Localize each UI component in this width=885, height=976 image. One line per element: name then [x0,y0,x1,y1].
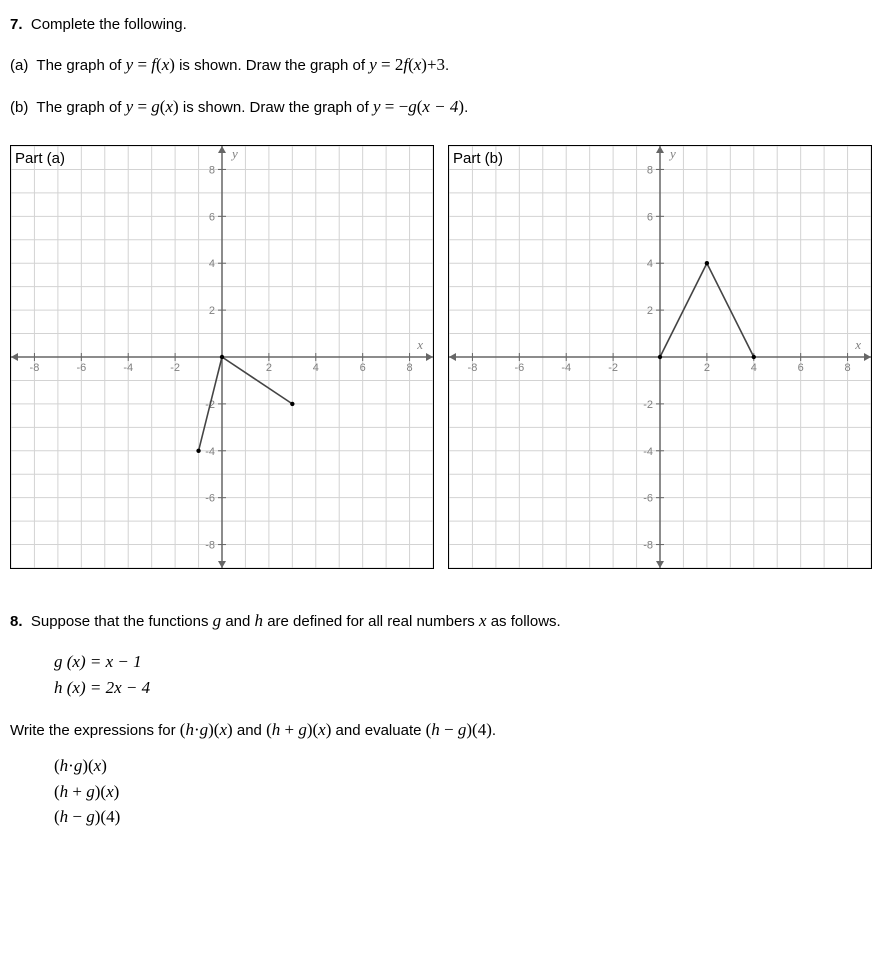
q8-pre: Suppose that the functions [31,613,213,630]
q7a-period: . [445,57,449,74]
graph-a-label: Part (a) [15,148,65,169]
q8-def-g: g (x) = x − 1 [54,650,875,674]
q8-defs: g (x) = x − 1 h (x) = 2x − 4 [54,650,875,700]
svg-text:8: 8 [844,362,850,374]
q7b-eq1-g: g [151,97,160,116]
svg-text:-6: -6 [205,492,215,504]
svg-text:8: 8 [647,164,653,176]
svg-text:x: x [416,337,423,352]
q7a-eq2-eq: = [377,55,395,74]
svg-text:4: 4 [647,258,653,270]
q7-prompt-line: 7. Complete the following. [10,14,875,35]
svg-text:y: y [230,146,238,161]
q8-task-pre: Write the expressions for [10,722,180,739]
q7b-eq2-neg: − [399,97,409,116]
svg-text:-4: -4 [561,362,571,374]
q7-part-b: (b) The graph of y = g(x) is shown. Draw… [10,95,875,119]
svg-text:2: 2 [647,305,653,317]
svg-text:8: 8 [209,164,215,176]
q8-and2: and [233,722,266,739]
q8-prompt-line: 8. Suppose that the functions g and h ar… [10,609,875,633]
q7a-eq1-eq: = [133,55,151,74]
svg-text:2: 2 [704,362,710,374]
svg-text:-8: -8 [643,539,653,551]
q7a-eq2-lhs: y [369,55,377,74]
svg-text:-8: -8 [30,362,40,374]
svg-text:-6: -6 [643,492,653,504]
svg-text:6: 6 [209,211,215,223]
q7b-eq2-eq: = [381,97,399,116]
q8-post: as follows. [487,613,561,630]
q7-part-a: (a) The graph of y = f(x) is shown. Draw… [10,53,875,77]
svg-text:-2: -2 [170,362,180,374]
q7b-label: (b) [10,99,28,116]
q7-prompt-text: Complete the following. [31,16,187,33]
q8-task-post: . [492,722,496,739]
svg-text:-4: -4 [123,362,133,374]
q8-x: x [479,611,487,630]
q7b-mid: is shown. Draw the graph of [183,99,373,116]
q7b-eq1-eq: = [133,97,151,116]
question-7: 7. Complete the following. (a) The graph… [10,14,875,569]
graphs-row: Part (a) -8 -6 -4 -2 2 4 6 8 -8 -6 -4 -2 2 4 6 8 y x Part… [10,145,875,569]
q8-hplusg: (h + g)(x) [266,720,331,739]
q8-hminusg4: (h − g)(4) [426,720,492,739]
q7a-eq2-tail: +3 [427,55,445,74]
graph-b-container: Part (b) -8 -6 -4 -2 2 4 6 8 -8 -6 -4 -2 2 4 6 8 y x [448,145,872,569]
q7b-eq2-lhs: y [373,97,381,116]
q8-task: Write the expressions for (h·g)(x) and (… [10,718,875,742]
q8-h: h [255,611,264,630]
svg-text:6: 6 [360,362,366,374]
q8-and3: and evaluate [331,722,425,739]
svg-text:-2: -2 [643,398,653,410]
q7a-eq1-close: ) [169,55,175,74]
q8-hg: (h·g)(x) [180,720,233,739]
svg-text:8: 8 [406,362,412,374]
svg-text:6: 6 [647,211,653,223]
question-8: 8. Suppose that the functions g and h ar… [10,609,875,830]
svg-text:-6: -6 [76,362,86,374]
q7b-eq1-var: x [165,97,173,116]
graph-b-label: Part (b) [453,148,503,169]
q8-def-h: h (x) = 2x − 4 [54,676,875,700]
q8-eval1: (h·g)(x) [54,754,875,778]
svg-text:2: 2 [209,305,215,317]
q8-eval3: (h − g)(4) [54,805,875,829]
svg-text:-4: -4 [643,445,653,457]
q7a-mid: is shown. Draw the graph of [179,57,369,74]
q7b-eq2-g: g [408,97,417,116]
svg-text:2: 2 [266,362,272,374]
svg-text:4: 4 [209,258,215,270]
q7a-label: (a) [10,57,28,74]
q7a-pre: The graph of [36,57,125,74]
svg-text:-8: -8 [468,362,478,374]
svg-text:-2: -2 [608,362,618,374]
svg-text:-8: -8 [205,539,215,551]
q7b-period: . [464,99,468,116]
svg-text:x: x [854,337,861,352]
svg-text:6: 6 [798,362,804,374]
svg-text:y: y [668,146,676,161]
q8-mid: are defined for all real numbers [263,613,479,630]
graph-a-container: Part (a) -8-6-4-22468-8-6-4-22468yx [10,145,434,569]
q8-g: g [213,611,222,630]
q8-eval-list: (h·g)(x) (h + g)(x) (h − g)(4) [54,754,875,829]
svg-text:-4: -4 [205,445,215,457]
graph-a-svg: -8-6-4-22468-8-6-4-22468yx [11,146,433,568]
q8-number: 8. [10,613,23,630]
q8-eval2: (h + g)(x) [54,780,875,804]
q7b-eq1-close: ) [173,97,179,116]
q7b-eq2-arg: x − 4 [422,97,458,116]
svg-text:4: 4 [751,362,757,374]
svg-text:4: 4 [313,362,319,374]
q7b-pre: The graph of [36,99,125,116]
graph-b-svg: -8 -6 -4 -2 2 4 6 8 -8 -6 -4 -2 2 4 6 8 y x [449,146,871,568]
q7-number: 7. [10,16,23,33]
q8-and1: and [221,613,254,630]
svg-text:-6: -6 [514,362,524,374]
